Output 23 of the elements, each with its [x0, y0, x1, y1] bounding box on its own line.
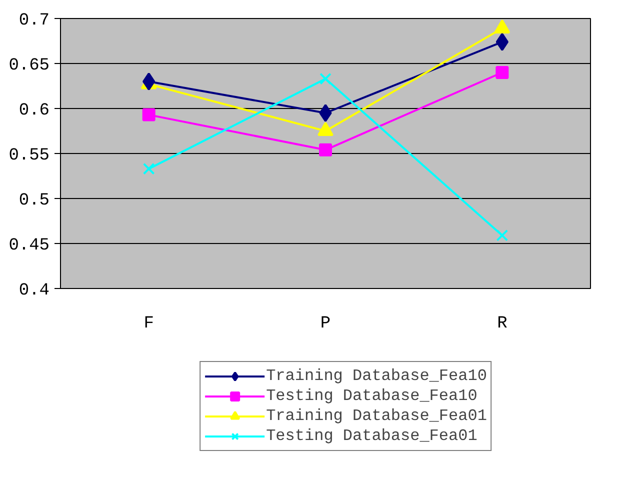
y-tick-label: 0.7 [18, 12, 50, 30]
y-tick-label: 0.45 [8, 236, 50, 256]
y-tick-label: 0.4 [18, 282, 50, 300]
legend-label: Testing Database_Fea01 [266, 426, 478, 446]
point [142, 162, 155, 175]
point [319, 104, 332, 122]
point [496, 66, 509, 79]
point [142, 72, 156, 90]
y-tick-label: 0.5 [18, 192, 50, 210]
point [496, 32, 508, 51]
x-tick-label: P [320, 314, 331, 334]
y-tick-label: 0.65 [8, 56, 50, 76]
point [496, 229, 508, 242]
point [319, 143, 332, 156]
legend-label: Testing Database_Fea10 [266, 386, 478, 406]
x-tick-label: R [497, 314, 508, 334]
point [142, 108, 156, 122]
x-tick-label: F [144, 314, 154, 334]
y-tick-label: 0.55 [8, 146, 50, 166]
legend-label: Training Database_Fea10 [266, 366, 487, 386]
legend-label: Training Database_Fea01 [266, 406, 487, 426]
y-tick-label: 0.6 [18, 102, 50, 120]
point [320, 72, 332, 85]
